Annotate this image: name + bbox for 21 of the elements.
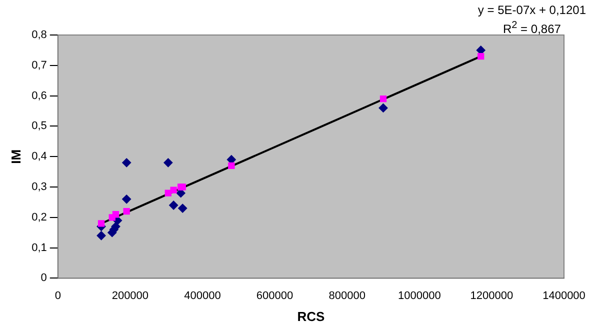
y-tick-label: 0,6: [32, 90, 47, 102]
x-tick-label: 1200000: [470, 290, 514, 302]
y-tick-label: 0,8: [32, 29, 47, 42]
x-tick-label: 0: [54, 290, 61, 302]
x-tick-label: 200000: [112, 290, 149, 302]
y-tick-label: 0,5: [32, 120, 47, 132]
y-tick-label: 0: [40, 272, 47, 284]
x-tick-label: 1000000: [398, 290, 441, 302]
y-axis-title: IM: [8, 149, 24, 164]
annotation: R$^{2}$ = 0,867: [502, 19, 562, 37]
x-tick-label: 600000: [256, 290, 294, 302]
y-tick-label: 0,1: [32, 242, 47, 254]
text: y = 5E-07x + 0,1201: [478, 2, 586, 18]
x-axis-title: RCS: [297, 308, 325, 324]
y-tick-label: 0,7: [32, 59, 47, 72]
x-tick-label: 800000: [328, 290, 366, 302]
y-tick-label: 0,3: [32, 181, 47, 194]
y-tick-label: 0,4: [32, 150, 47, 163]
y-tick-label: 0,2: [32, 211, 47, 224]
x-tick-label: 400000: [184, 290, 221, 302]
x-tick-label: 1400000: [542, 290, 586, 302]
